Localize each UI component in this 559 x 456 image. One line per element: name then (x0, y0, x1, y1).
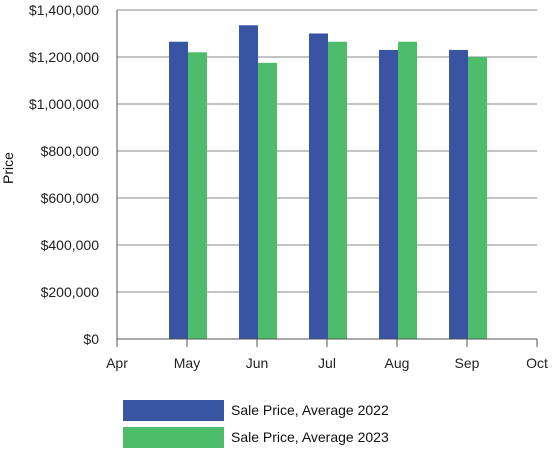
x-tick-label: Jun (246, 355, 269, 371)
bars (169, 25, 487, 340)
x-tick-label: May (174, 355, 200, 371)
bar-jun-series-1 (239, 25, 258, 340)
bar-sep-series-2 (468, 57, 487, 339)
axes (116, 10, 538, 347)
y-tick-label: $200,000 (41, 284, 100, 300)
bar-jul-series-1 (309, 33, 328, 339)
legend-label: Sale Price, Average 2022 (231, 402, 389, 418)
legend-swatch (123, 427, 224, 448)
y-tick-label: $1,000,000 (29, 96, 99, 112)
y-tick-labels: $0 $200,000 $400,000 $600,000 $800,000 $1,000… (29, 2, 99, 347)
y-tick-label: $1,400,000 (29, 2, 99, 18)
legend-swatch (123, 400, 224, 421)
legend: Sale Price, Average 2022 Sale Price, Aver… (123, 400, 389, 448)
y-tick-label: $400,000 (41, 237, 100, 253)
y-tick-label: $800,000 (41, 143, 100, 159)
y-tick-label: $0 (83, 331, 99, 347)
x-tick-label: Oct (526, 355, 548, 371)
x-tick-labels: Apr May Jun Jul Aug Sep Oct (106, 355, 548, 371)
bar-jun-series-2 (258, 62, 277, 339)
x-tick-label: Aug (385, 355, 410, 371)
bar-jul-series-2 (328, 41, 347, 339)
x-tick-label: Sep (455, 355, 480, 371)
x-tick-label: Apr (106, 355, 128, 371)
y-tick-label: $1,200,000 (29, 49, 99, 65)
y-axis-title: Price (0, 152, 16, 184)
bar-sep-series-1 (449, 49, 468, 339)
y-tick-label: $600,000 (41, 190, 100, 206)
bar-may-series-2 (188, 52, 207, 340)
bar-aug-series-1 (379, 49, 398, 339)
x-tick-label: Jul (318, 355, 336, 371)
bar-aug-series-2 (398, 41, 417, 339)
bar-may-series-1 (169, 41, 188, 339)
legend-label: Sale Price, Average 2023 (231, 429, 389, 445)
